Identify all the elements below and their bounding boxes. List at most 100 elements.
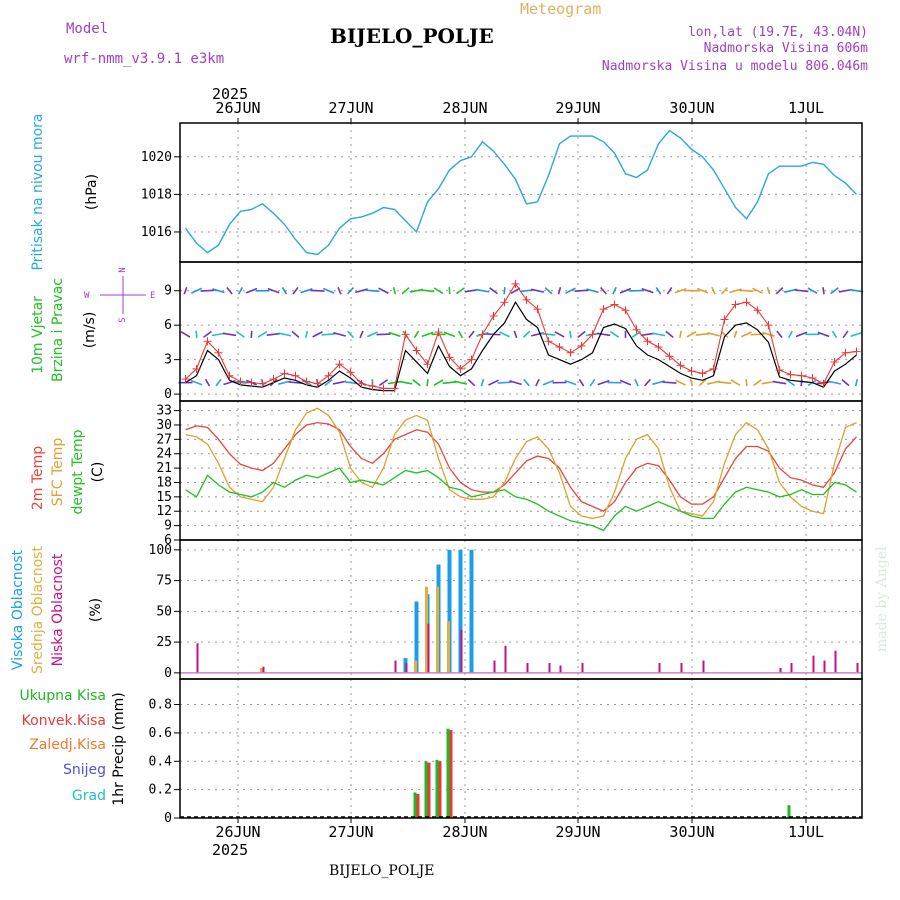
y-tick-label: 0.6	[149, 726, 172, 741]
wind-arrow	[480, 378, 485, 387]
gust-marker	[522, 295, 531, 304]
gust-marker	[533, 305, 542, 314]
wind-arrow	[651, 332, 666, 337]
wind-arrow	[359, 330, 364, 339]
wind-arrow	[730, 379, 741, 386]
wind-arrow	[689, 378, 694, 387]
wind-arrow	[433, 379, 444, 386]
y-tick-label: 6	[164, 318, 172, 333]
gust-marker	[346, 368, 355, 377]
wind-arrow	[729, 288, 742, 294]
precip-total-bar	[435, 759, 439, 818]
wind-speed-line	[185, 301, 857, 392]
sfc-temp-line	[185, 407, 857, 520]
cloud-unit: (%)	[88, 598, 104, 622]
gust-marker	[775, 365, 784, 374]
wind-arrow	[655, 286, 662, 295]
wind-arrow	[600, 286, 607, 295]
wind-arrow	[433, 287, 444, 295]
wind-arrow	[190, 379, 203, 386]
pressure-panel: 1016 1018 1020	[141, 123, 862, 262]
wind-arrow	[775, 287, 784, 295]
compass-rose: N W E S	[84, 267, 155, 322]
gust-marker	[566, 348, 575, 357]
wind-arrow	[565, 287, 576, 294]
wind-arrow	[324, 379, 333, 387]
y-tick-label: 9	[164, 284, 172, 299]
wind-arrow	[634, 378, 639, 387]
wind-arrow	[291, 330, 300, 339]
wind-arrow	[752, 287, 763, 294]
wind-arrow	[786, 379, 795, 387]
wind-title-1: 10m Vjetar	[30, 296, 46, 374]
gust-marker	[489, 311, 498, 320]
wind-arrow	[619, 287, 632, 294]
gust-marker	[258, 379, 267, 388]
wind-arrow	[426, 379, 429, 387]
wind-arrow	[475, 288, 490, 293]
gust-marker	[247, 378, 256, 387]
wind-arrow	[794, 289, 809, 293]
low-cloud-bar	[427, 623, 430, 673]
wind-arrow	[468, 330, 475, 339]
low-cloud-bar	[834, 650, 837, 673]
low-cloud-bar	[680, 663, 683, 673]
wind-arrow	[421, 331, 434, 338]
station-title: BIJELO_POLJE	[330, 24, 494, 48]
compass-south: S	[118, 317, 128, 322]
gust-marker	[654, 343, 663, 352]
gust-marker	[599, 305, 608, 314]
gust-marker	[478, 330, 487, 339]
wind-title-2: Brzina i Pravac	[50, 278, 66, 382]
low-cloud-bar	[823, 660, 826, 673]
wind-arrow	[619, 379, 632, 386]
temp-unit: (C)	[90, 462, 106, 483]
y-tick-label: 12	[156, 504, 172, 519]
wind-arrow	[456, 287, 465, 295]
wind-arrow	[398, 380, 413, 385]
gust-marker	[841, 348, 850, 357]
compass-west: W	[84, 291, 90, 301]
wind-arrow	[707, 332, 720, 337]
wind-arrow	[830, 287, 839, 295]
x-date-label-bottom: 29JUN	[555, 823, 600, 841]
wind-arrow	[842, 330, 849, 339]
wind-arrow	[589, 378, 596, 387]
y-tick-label: 18	[156, 475, 172, 490]
low-cloud-bar	[790, 663, 793, 673]
wind-arrow	[519, 289, 534, 293]
wind-arrow	[695, 332, 710, 336]
gust-marker	[819, 379, 828, 388]
wind-arrow	[564, 379, 577, 386]
precip-conv-bar	[438, 761, 442, 818]
y-tick-label: 21	[156, 461, 172, 476]
low-cloud-bar	[779, 667, 782, 673]
low-cloud-bar	[559, 665, 562, 673]
y-tick-label: 24	[156, 447, 172, 462]
lonlat-label: lon,lat (19.7E, 43.04N)	[688, 25, 868, 40]
gust-marker	[280, 369, 289, 378]
wind-arrow	[557, 287, 562, 295]
wind-arrow	[787, 330, 794, 339]
x-date-label-bottom: 26JUN	[215, 823, 260, 841]
gust-marker	[698, 369, 707, 378]
low-cloud-bar	[812, 655, 815, 673]
precip-title: 1hr Precip (mm)	[111, 692, 127, 805]
wind-arrow	[717, 381, 732, 385]
wind-gust-line	[185, 282, 857, 389]
wind-arrow	[200, 289, 215, 292]
gust-marker	[434, 328, 443, 337]
mid-cloud-bar	[436, 586, 439, 673]
y-tick-label: 0	[164, 387, 172, 402]
x-date-label-top: 29JUN	[555, 99, 600, 117]
wind-arrow	[827, 380, 842, 385]
gust-marker	[181, 375, 190, 384]
wind-arrow	[739, 289, 754, 292]
wind-arrow	[267, 287, 280, 294]
wind-arrow	[366, 331, 379, 338]
wind-panel: 0 3 6 9	[164, 262, 864, 402]
high-cloud-bar	[447, 549, 452, 673]
wind-arrow	[535, 378, 540, 387]
wind-unit: (m/s)	[82, 312, 98, 349]
